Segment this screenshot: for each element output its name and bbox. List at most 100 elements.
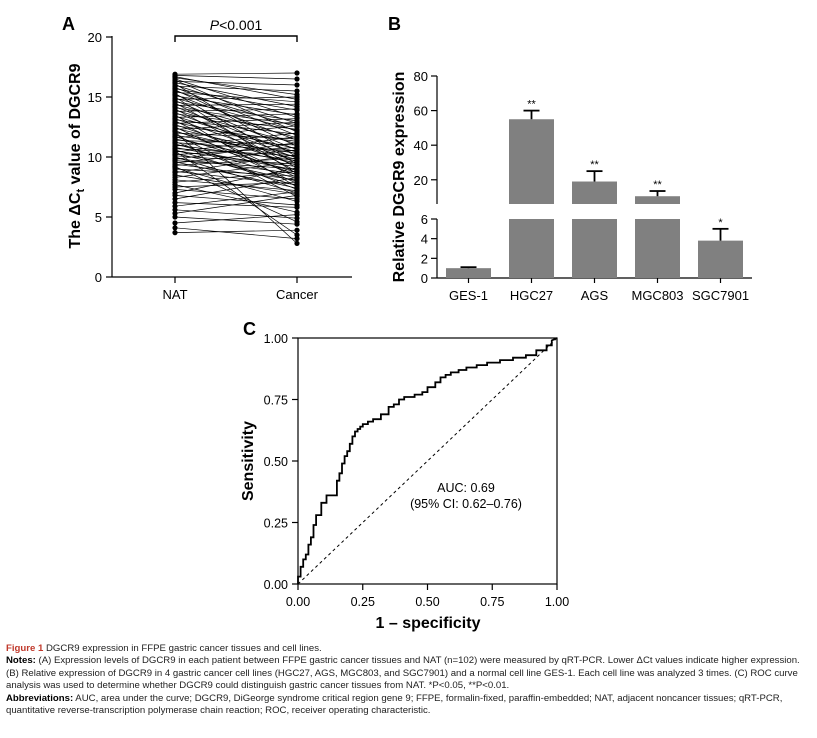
panel-a-pair-line	[174, 79, 298, 133]
panel-a-pair-line	[174, 171, 298, 183]
panel-a-pair-line	[174, 184, 298, 213]
panel-b-bars	[446, 109, 743, 278]
panel-a-y-tick-label: 20	[88, 30, 102, 45]
panel-a-cancer-point	[294, 143, 300, 149]
panel-a-pair-line	[174, 81, 298, 86]
panel-a-pair-line	[174, 157, 298, 166]
panel-c-plot-frame	[297, 337, 558, 585]
panel-a-pair-line	[174, 142, 298, 152]
panel-c-x-tick-label: 0.75	[480, 595, 504, 609]
panel-a-cancer-point	[294, 190, 300, 196]
panel-b-bar-lower	[509, 219, 554, 278]
panel-a-pair-line	[174, 191, 298, 207]
panel-a-pair-line	[174, 155, 298, 165]
panel-a-pair-line	[174, 153, 298, 182]
panel-a-pair-line	[174, 120, 298, 178]
panel-a-pair-line	[174, 93, 298, 165]
panel-a-cancer-point	[294, 194, 300, 200]
panel-a-pair-line	[174, 109, 298, 145]
panel-b: B Relative DGCR9 expression 20 40 60 80 0 2 4 6…	[388, 14, 752, 303]
panel-a-cancer-point	[294, 198, 300, 204]
caption-notes: Notes: (A) Expression levels of DGCR9 in…	[6, 655, 812, 692]
panel-a-pair-line	[174, 88, 298, 111]
panel-a-cancer-point	[294, 88, 300, 94]
panel-a-pair-line	[174, 113, 298, 130]
panel-a-paired-lines	[174, 72, 298, 244]
panel-c-xlabel: 1 – specificity	[376, 615, 481, 632]
panel-a-pair-line	[174, 115, 298, 153]
panel-a-pair-line	[174, 227, 298, 239]
panel-c-x-tick-label: 1.00	[545, 595, 569, 609]
panel-b-y-tick-label: 40	[414, 138, 428, 153]
panel-a-y-tick-label: 5	[95, 210, 102, 225]
panel-b-x-tick-label: GES-1	[449, 288, 488, 303]
panel-a-nat-point	[172, 200, 178, 206]
panel-a-cancer-point	[294, 215, 300, 221]
panel-a-pair-line	[174, 125, 298, 142]
panel-a-pair-line	[174, 108, 298, 112]
panel-b-bar-lower	[635, 219, 680, 278]
panel-a: A The ΔCt value of DGCR9 0 5 10 15 20 NAT Can…	[62, 14, 352, 302]
panel-a-pair-line	[174, 166, 298, 223]
panel-a-pair-line	[174, 91, 298, 103]
panel-a-y-tick-label: 0	[95, 270, 102, 285]
panel-b-y-tick-label: 0	[421, 271, 428, 286]
panel-a-pair-line	[174, 124, 298, 166]
panel-a-nat-point	[172, 196, 178, 202]
panel-a-pair-line	[174, 195, 298, 206]
panel-a-cancer-point	[294, 137, 300, 143]
panel-a-cancer-point	[294, 184, 300, 190]
panel-a-pair-line	[174, 133, 298, 197]
panel-a-pair-line	[174, 154, 298, 173]
panel-a-p-value: P<0.001	[210, 17, 263, 33]
panel-a-significance-bracket	[174, 35, 298, 42]
panel-a-nat-point	[172, 230, 178, 236]
caption-abbreviations: Abbreviations: AUC, area under the curve…	[6, 693, 812, 718]
caption-figure-number: Figure 1	[6, 643, 44, 654]
panel-b-y-tick-label: 2	[421, 251, 428, 266]
panel-a-cancer-point	[294, 82, 300, 88]
panel-b-label: B	[388, 14, 401, 34]
panel-a-cancer-point	[294, 240, 300, 246]
panel-b-y-tick-label: 60	[414, 104, 428, 119]
panel-a-nat-point	[172, 203, 178, 209]
panel-a-cancer-point	[294, 236, 300, 242]
panel-a-y-tick-label: 15	[88, 90, 102, 105]
panel-a-pair-line	[174, 209, 298, 219]
panel-c-y-tick-label: 0.50	[264, 455, 288, 469]
panel-a-nat-point	[172, 71, 178, 77]
panel-a-pair-line	[174, 167, 298, 202]
panel-a-pair-line	[174, 216, 298, 225]
panel-b-y-tick-label: 80	[414, 69, 428, 84]
panel-a-label: A	[62, 14, 75, 34]
panel-b-labels: GES-1 ** HGC27 ** AGS ** MGC803 * SGC7901	[449, 99, 749, 303]
panel-c-y-tick-label: 0.75	[264, 394, 288, 408]
panel-b-bar-upper	[509, 119, 554, 204]
panel-a-pair-line	[174, 82, 298, 107]
panel-a-cancer-point	[294, 154, 300, 160]
panel-b-ylabel: Relative DGCR9 expression	[391, 72, 408, 283]
panel-a-cancer-point	[294, 209, 300, 215]
panel-a-pair-line	[174, 85, 298, 92]
caption-title-text: DGCR9 expression in FFPE gastric cancer …	[43, 643, 322, 654]
panel-a-x-tick-label: Cancer	[276, 287, 319, 302]
panel-b-x-tick-label: MGC803	[631, 288, 683, 303]
panel-a-cancer-point	[294, 120, 300, 126]
panel-c-ticks: 0.00 0.00 0.25 0.25 0.50 0.50 0.75 0.75 1.00 1.00	[264, 332, 570, 609]
caption-notes-head: Notes:	[6, 655, 36, 667]
panel-c-ci: (95% CI: 0.62–0.76)	[410, 497, 522, 511]
panel-a-y-ticks: 0 5 10 15 20	[88, 30, 112, 285]
panel-a-nat-point	[172, 210, 178, 216]
panel-c-x-tick-label: 0.00	[286, 595, 310, 609]
panel-a-points	[172, 70, 300, 246]
panel-a-pair-line	[174, 78, 298, 118]
panel-c-roc-curve	[297, 337, 558, 584]
panel-a-nat-point	[172, 129, 178, 135]
panel-a-pair-line	[174, 106, 298, 155]
panel-b-y-tick-label: 6	[421, 212, 428, 227]
panel-b-significance-mark: **	[590, 159, 599, 171]
panel-a-pair-line	[174, 179, 298, 191]
panel-c-x-tick-label: 0.50	[415, 595, 439, 609]
panel-b-bar-lower	[572, 219, 617, 278]
caption-abbr-head: Abbreviations:	[6, 692, 74, 704]
